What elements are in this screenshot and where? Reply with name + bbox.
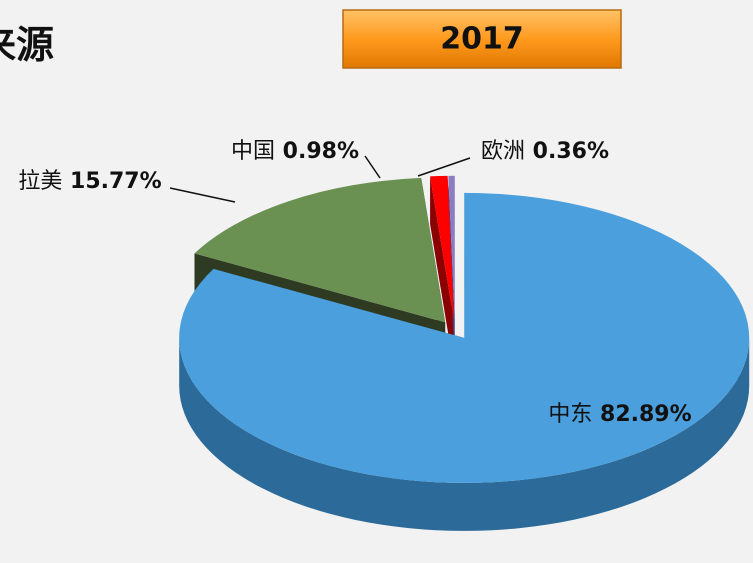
data-label: 中东 82.89% [548,402,691,427]
badge-text: 2017 [440,22,524,57]
data-label: 中国 0.98% [231,139,359,164]
slice [430,175,455,321]
space [275,139,283,164]
badge-box [342,9,622,69]
slice [448,175,455,321]
leader-line [417,157,471,177]
category-name: 欧洲 [481,139,525,164]
pie: 中东 82.89% 拉美 15.77% 中国 0.98% 欧洲 0.36% [18,139,750,531]
slice-outer-wall [179,337,750,531]
value-label: 0.98% [283,139,359,164]
value-label: 82.89% [600,402,692,427]
leader-line [364,155,381,179]
category-name: 拉美 [18,169,62,194]
space [592,402,600,427]
data-label: 欧洲 0.36% [481,139,609,164]
slice [179,192,750,483]
title: 来源 [0,23,54,67]
space [525,139,533,164]
category-name: 中国 [231,139,275,164]
category-name: 中东 [548,402,592,427]
data-label: 拉美 15.77% [18,169,161,194]
leader-line [169,187,236,203]
slice [194,177,446,323]
space [62,169,70,194]
value-label: 0.36% [533,139,609,164]
value-label: 15.77% [70,169,162,194]
slice-cut-wall [430,176,455,369]
